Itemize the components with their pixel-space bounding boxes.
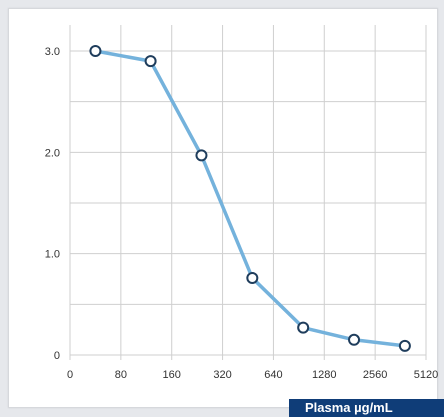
y-tick-label: 0 (54, 350, 60, 362)
data-point (297, 321, 310, 334)
data-point (89, 45, 102, 57)
x-tick-label: 0 (67, 369, 73, 381)
x-tick-labels: 0 80 160 320 640 1280 2560 5120 (67, 369, 438, 381)
x-axis-label: Plasma µg/mL (289, 399, 444, 417)
y-tick-label: 2.0 (45, 147, 60, 159)
grid (69, 25, 427, 360)
series-line (93, 49, 407, 348)
x-tick-label: 640 (264, 369, 282, 381)
data-point (144, 55, 157, 68)
y-tick-labels: 0 1.0 2.0 3.0 (45, 46, 60, 362)
data-point (398, 339, 411, 352)
x-tick-label: 5120 (414, 369, 438, 381)
x-tick-label: 2560 (363, 369, 387, 381)
series-layer (89, 45, 411, 352)
data-point (195, 149, 208, 162)
x-tick-label: 1280 (312, 369, 336, 381)
x-tick-label: 320 (213, 369, 231, 381)
y-tick-label: 1.0 (45, 249, 60, 261)
y-tick-label: 3.0 (45, 46, 60, 58)
x-tick-label: 160 (163, 369, 181, 381)
data-point (246, 271, 259, 284)
data-point (348, 333, 361, 346)
x-tick-label: 80 (115, 369, 127, 381)
